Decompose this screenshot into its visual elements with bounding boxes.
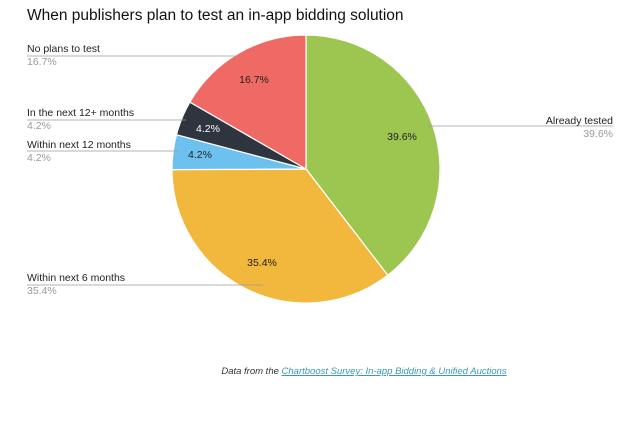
percent-label-within-next-6-months: 35.4% — [27, 285, 57, 297]
data-label-within-next-6-months: 35.4% — [247, 257, 277, 269]
percent-label-no-plans-to-test: 16.7% — [27, 56, 57, 68]
pie-slice-no-plans-to-test — [189, 34, 307, 171]
chart-title: When publishers plan to test an in-app b… — [27, 7, 404, 24]
source-note: Data from the Chartboost Survey: In-app … — [0, 366, 640, 377]
category-label-in-the-next-12-plus-months: In the next 12+ months — [27, 107, 134, 119]
data-label-in-the-next-12-plus-months: 4.2% — [196, 123, 220, 135]
category-label-within-next-12-months: Within next 12 months — [27, 139, 131, 151]
category-label-already-tested: Already tested — [546, 115, 613, 127]
leader-lines — [27, 55, 613, 286]
data-label-within-next-12-months: 4.2% — [188, 149, 212, 161]
source-prefix: Data from the — [221, 366, 282, 377]
percent-label-in-the-next-12-plus-months: 4.2% — [27, 120, 51, 132]
category-label-within-next-6-months: Within next 6 months — [27, 272, 125, 284]
pie-slices — [171, 34, 441, 304]
source-link[interactable]: Chartboost Survey: In-app Bidding & Unif… — [281, 366, 507, 377]
percent-label-within-next-12-months: 4.2% — [27, 152, 51, 164]
category-label-no-plans-to-test: No plans to test — [27, 43, 100, 55]
data-label-no-plans-to-test: 16.7% — [239, 74, 269, 86]
data-label-already-tested: 39.6% — [387, 131, 417, 143]
percent-label-already-tested: 39.6% — [583, 128, 613, 140]
pie-slice-within-next-6-months — [171, 168, 389, 304]
